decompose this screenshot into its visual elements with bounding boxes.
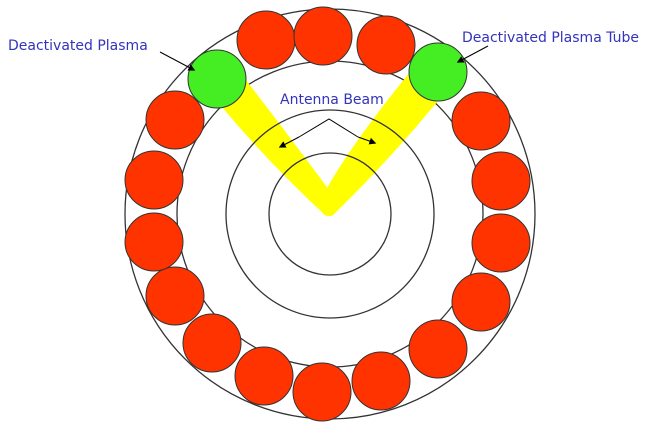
right-label-arrow bbox=[456, 45, 489, 63]
plasma-tube bbox=[124, 212, 184, 272]
deactivated-plasma-tubes bbox=[187, 42, 468, 109]
beam-label-arrow-left bbox=[278, 136, 300, 148]
plasma-tube bbox=[451, 91, 511, 151]
plasma-tube bbox=[408, 319, 468, 379]
beam-label: Antenna Beam bbox=[280, 92, 384, 108]
beam-right-arm bbox=[318, 60, 458, 216]
plasma-tube bbox=[292, 362, 352, 422]
plasma-tube bbox=[124, 150, 184, 210]
beam-label-arrow-right bbox=[357, 136, 377, 145]
left-label-arrow bbox=[159, 51, 196, 71]
plasma-tube bbox=[182, 313, 242, 373]
antenna-ring-middle bbox=[225, 109, 435, 319]
right-tube-label: Deactivated Plasma Tube bbox=[462, 30, 639, 46]
plasma-tube bbox=[471, 213, 531, 273]
plasma-tube bbox=[234, 346, 294, 406]
antenna-ring-inner bbox=[268, 152, 392, 276]
plasma-tube bbox=[236, 10, 296, 70]
beam-origin bbox=[321, 200, 337, 216]
beam-label-bracket bbox=[298, 118, 359, 138]
plasma-tube bbox=[451, 272, 511, 332]
plasma-tube bbox=[145, 90, 205, 150]
plasma-tube bbox=[145, 266, 205, 326]
deactivated-plasma-tube-left bbox=[187, 49, 247, 109]
plasma-tube bbox=[351, 351, 411, 411]
left-tube-label: Deactivated Plasma bbox=[8, 38, 148, 54]
plasma-tube bbox=[356, 15, 416, 75]
deactivated-plasma-tube-right bbox=[408, 42, 468, 102]
plasma-tube bbox=[293, 6, 353, 66]
plasma-tube bbox=[471, 151, 531, 211]
active-plasma-tubes bbox=[124, 6, 531, 422]
